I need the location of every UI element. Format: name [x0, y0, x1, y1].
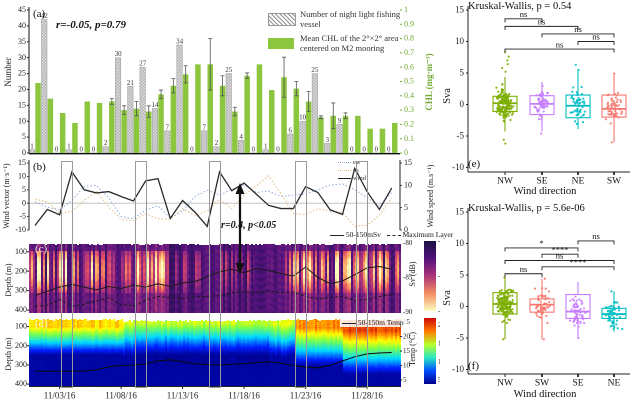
- max-layer-swatch: [386, 234, 401, 236]
- panel-a-ylabel: Number: [3, 57, 13, 87]
- ns-legend-label: ns: [353, 167, 359, 175]
- panel-f-ylabel: Sva: [442, 290, 453, 306]
- sv-line-label: 50-150mSv: [345, 230, 381, 239]
- ns-line-swatch: [338, 170, 351, 172]
- panel-f-xlabel: Wind direction: [513, 389, 577, 400]
- panel-a-bar-chart: [0, 0, 440, 158]
- temp-line-label: 50-150m Temp: [357, 318, 404, 327]
- wind-legend-label: wind: [353, 175, 366, 183]
- panel-e-ylabel: Sva: [442, 88, 453, 104]
- panel-b-annotation: r=0.4, p<0.05: [221, 220, 277, 231]
- panel-e-letter: (e): [468, 158, 481, 170]
- wind-event-highlight-box: [294, 161, 307, 388]
- chl-legend-swatch: [268, 38, 294, 49]
- panel-d-ylabel: Depth (m): [4, 337, 13, 371]
- panel-b-ylabel: Wind vector (m·s⁻¹): [2, 163, 11, 229]
- panel-c-legend: 50-150mSv Maximum Layer: [330, 230, 453, 239]
- panel-e-boxplot: [440, 0, 638, 200]
- panel-b-letter: (b): [33, 161, 46, 173]
- vessel-legend-swatch: [268, 13, 296, 26]
- wind-event-highlight-box: [60, 161, 73, 388]
- chl-legend-label: Mean CHL of the 2°×2° area centered on M…: [300, 33, 399, 53]
- panel-f-title: Kruskal-Wallis, p = 5.6e-06: [468, 203, 585, 214]
- panel-e-xlabel: Wind direction: [513, 186, 577, 197]
- panel-c-ylabel: Depth (m): [4, 263, 13, 297]
- panel-d-letter: (d): [35, 318, 48, 330]
- wind-event-highlight-box: [208, 161, 221, 388]
- wind-event-highlight-box: [134, 161, 147, 388]
- sv-line-swatch: [330, 234, 344, 236]
- panel-e-title: Kruskal-Wallis, p = 0.54: [468, 1, 572, 12]
- panel-d-legend: 50-150m Temp: [340, 318, 406, 327]
- panel-d-colorbar-label: Temp (°C): [408, 332, 417, 366]
- wind-line-swatch: [338, 178, 351, 180]
- panel-c-colorbar-label: Sv (dB): [408, 261, 417, 287]
- panel-a-letter: (a): [33, 8, 46, 20]
- panel-c-letter: (c): [35, 243, 48, 255]
- panel-f-letter: (f): [468, 360, 479, 372]
- panel-b-ylabel-right: Wind speed (m.s⁻¹): [426, 164, 435, 228]
- max-layer-label: Maximum Layer: [402, 230, 454, 239]
- panel-a-ylabel-right: CHL (mg·m⁻³): [424, 53, 434, 111]
- wind-event-highlight-box: [356, 161, 369, 388]
- vessel-legend-label: Number of night light fishing vessel: [300, 9, 401, 29]
- ew-line-swatch: [338, 162, 351, 164]
- panel-f-boxplot: [440, 202, 638, 404]
- temp-line-swatch: [342, 322, 356, 324]
- panel-a-annotation: r=-0.05, p=0.79: [56, 19, 126, 31]
